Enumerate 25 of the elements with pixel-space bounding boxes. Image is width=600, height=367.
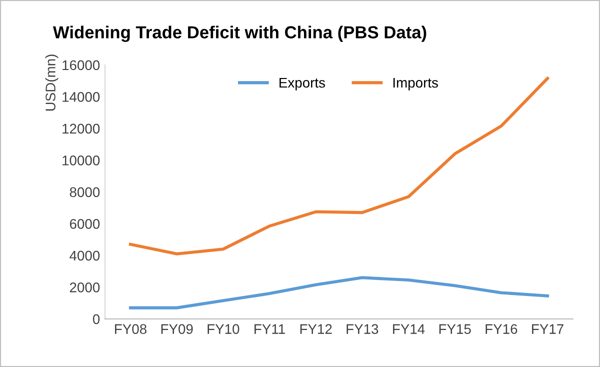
x-tick-label: FY09	[161, 324, 193, 334]
x-tick-label: FY11	[254, 324, 285, 334]
x-tick-label: FY16	[486, 324, 518, 334]
x-tick-label: FY17	[532, 324, 564, 334]
x-tick-label: FY10	[208, 324, 240, 334]
y-tick-label: 2000	[70, 282, 100, 292]
x-tick-label: FY15	[439, 324, 471, 334]
x-tick-label: FY08	[115, 324, 146, 334]
legend-label: Exports	[280, 78, 325, 90]
x-tick-label: FY12	[300, 324, 332, 334]
y-tick-label: 16000	[62, 60, 100, 70]
y-tick-label: 14000	[62, 92, 100, 102]
line-series	[128, 76, 550, 256]
y-tick-label: 4000	[70, 250, 100, 261]
y-axis-title: USD(mn)	[45, 54, 58, 111]
y-tick-label: 12000	[62, 124, 100, 134]
y-tick-label: 6000	[70, 219, 100, 229]
line-series	[128, 276, 550, 310]
chart-title: Widening Trade Deficit with China (PBS Data)	[52, 26, 426, 42]
x-tick-label: FY13	[346, 324, 378, 334]
y-tick-label: 8000	[70, 187, 100, 198]
legend-label: Imports	[393, 78, 438, 90]
x-tick-label: FY14	[393, 324, 425, 334]
y-tick-label: 0	[92, 314, 100, 324]
y-tick-label: 10000	[62, 156, 100, 166]
